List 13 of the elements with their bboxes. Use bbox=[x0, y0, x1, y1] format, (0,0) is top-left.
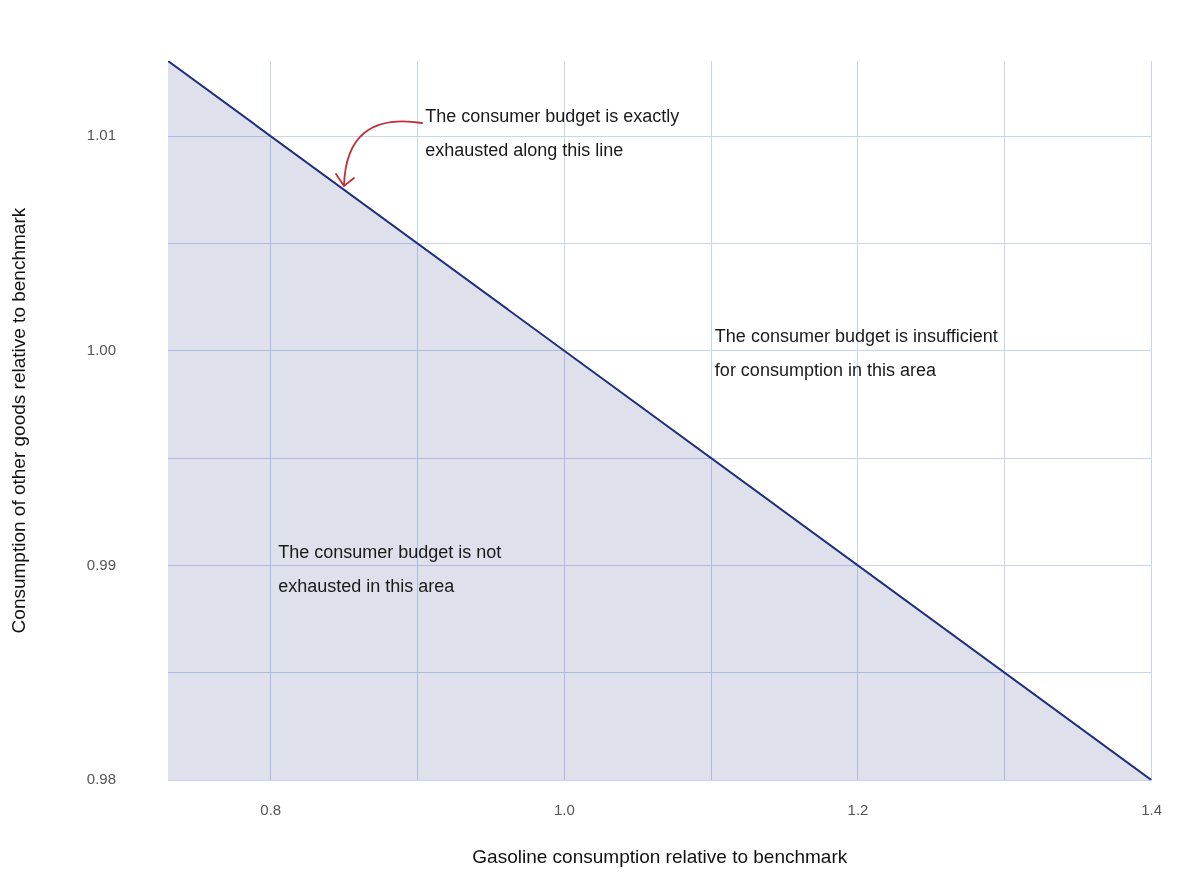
y-tick-label: 1.01 bbox=[86, 126, 116, 144]
x-tick-label: 1.4 bbox=[1141, 801, 1162, 819]
annotation: The consumer budget is exactly exhausted along this line bbox=[425, 105, 680, 160]
x-tick-label: 1.2 bbox=[847, 801, 869, 819]
x-tick-label: 1.0 bbox=[553, 801, 575, 819]
y-tick-label: 0.99 bbox=[86, 555, 116, 573]
y-tick-label: 0.98 bbox=[86, 770, 116, 788]
x-axis-title: Gasoline consumption relative to benchmark bbox=[472, 845, 848, 867]
annotation: The consumer budget is not exhausted in this area bbox=[278, 541, 502, 596]
y-axis-title: Consumption of other goods relative to benchmark bbox=[7, 207, 29, 634]
x-tick-label: 0.8 bbox=[260, 801, 282, 819]
y-tick-label: 1.00 bbox=[86, 340, 116, 358]
annotation: The consumer budget is insufficient for consumption in this area bbox=[714, 326, 998, 381]
